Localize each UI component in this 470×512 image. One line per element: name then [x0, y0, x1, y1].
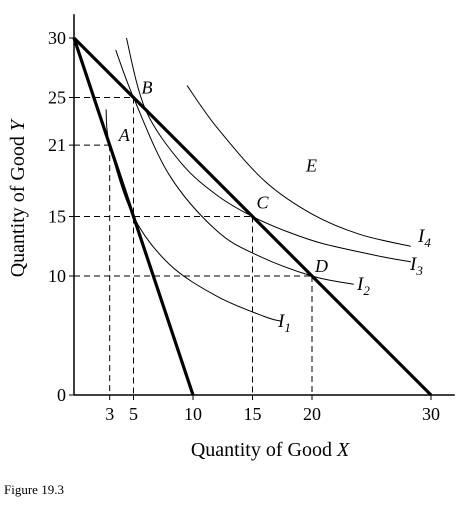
budget-lines [72, 36, 433, 397]
y-axis-label-text: Quantity of Good [7, 131, 29, 277]
point-label-D: D [314, 256, 328, 276]
budget-line-1 [72, 37, 195, 396]
indifference-curve-label-1: I1 [277, 311, 291, 335]
point-label-A: A [118, 125, 131, 145]
x-tick-label: 15 [244, 404, 262, 424]
indifference-curve-4 [186, 85, 411, 247]
x-tick-label: 10 [184, 404, 202, 424]
curve-label-base: I [277, 311, 286, 332]
y-axis-label: Quantity of Good Y [7, 118, 29, 277]
curve-label-base: I [356, 274, 365, 295]
curve-label-subscript: 1 [284, 320, 291, 335]
point-label-E: E [305, 155, 317, 175]
x-tick-label: 5 [129, 404, 138, 424]
curve-label-base: I [417, 226, 426, 247]
y-tick-label: 15 [48, 207, 66, 227]
y-tick-label: 25 [48, 88, 66, 108]
y-tick-label: 30 [48, 28, 66, 48]
point-label-B: B [142, 78, 153, 98]
x-tick-label: 20 [303, 404, 321, 424]
x-axis-label: Quantity of Good X [191, 439, 350, 461]
x-axis-label-var: X [336, 439, 350, 461]
y-axis-label-var: Y [7, 118, 29, 131]
indifference-curve-label-4: I4 [417, 226, 431, 250]
x-axis-label-text: Quantity of Good [191, 439, 337, 461]
y-tick-label: 10 [48, 266, 66, 286]
dashed-guides [74, 97, 313, 395]
y-tick-label: 21 [48, 135, 66, 155]
indifference-curve-label-2: I2 [356, 274, 370, 298]
point-label-C: C [257, 193, 270, 213]
curve-label-subscript: 4 [424, 235, 431, 250]
x-tick-label: 3 [105, 404, 114, 424]
figure-caption: Figure 19.3 [4, 482, 64, 497]
y-tick-label: 0 [57, 385, 66, 405]
curve-label-base: I [409, 254, 418, 275]
x-tick-label: 30 [422, 404, 440, 424]
curve-label-subscript: 3 [415, 263, 423, 278]
curve-label-subscript: 2 [363, 283, 370, 298]
indifference-curve-3 [125, 37, 411, 263]
budget-line-2 [72, 36, 433, 397]
indifference-curve-label-3: I3 [409, 254, 423, 278]
